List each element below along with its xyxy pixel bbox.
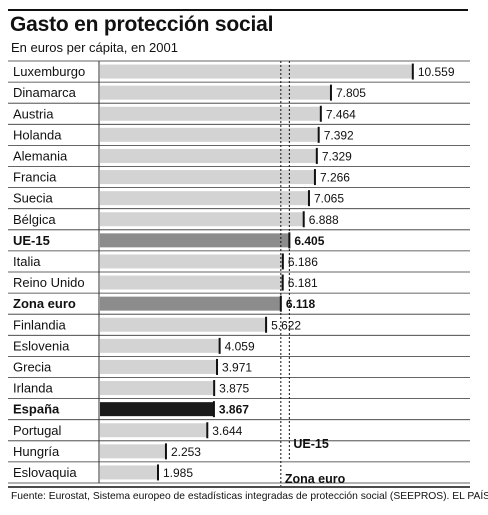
category-label: Grecia	[13, 359, 52, 374]
data-label: 1.985	[163, 466, 193, 480]
category-label: Finlandia	[13, 317, 67, 332]
data-label: 6.888	[309, 213, 339, 227]
data-label: 7.266	[320, 171, 350, 185]
bar-hungr-a	[100, 444, 166, 459]
bar-alemania	[100, 148, 317, 163]
category-label: Francia	[13, 170, 57, 185]
category-label: Zona euro	[13, 296, 76, 311]
bar-grecia	[100, 359, 218, 374]
data-label: 7.392	[324, 128, 354, 142]
bar-espa-a	[100, 402, 214, 417]
category-label: Dinamarca	[13, 85, 77, 100]
data-label: 7.464	[326, 107, 356, 121]
data-label: 10.559	[418, 65, 455, 79]
category-label: Bélgica	[13, 212, 56, 227]
category-label: Eslovenia	[13, 338, 70, 353]
data-label: 2.253	[171, 445, 201, 459]
data-label: 3.971	[222, 360, 252, 374]
bar-italia	[100, 254, 283, 269]
category-label: Suecia	[13, 191, 54, 206]
category-label: Irlanda	[13, 381, 54, 396]
chart-title: Gasto en protección social	[10, 13, 274, 36]
top-rule	[8, 9, 468, 11]
bar-eslovenia	[100, 338, 220, 353]
category-label: Reino Unido	[13, 275, 85, 290]
bar-reino-unido	[100, 275, 283, 290]
bar-portugal	[100, 423, 208, 438]
data-label: 3.867	[219, 403, 249, 417]
bar-francia	[100, 170, 315, 185]
data-label: 6.186	[288, 255, 318, 269]
category-label: Alemania	[13, 148, 68, 163]
bar-zona-euro	[100, 296, 281, 311]
chart-subtitle: En euros per cápita, en 2001	[11, 40, 178, 55]
category-label: UE-15	[13, 233, 50, 248]
category-label: Holanda	[13, 127, 62, 142]
category-label: Italia	[13, 254, 41, 269]
data-label: 6.405	[294, 234, 324, 248]
category-label: Luxemburgo	[13, 64, 85, 79]
category-label: Eslovaquia	[13, 465, 77, 480]
data-label: 4.059	[225, 339, 255, 353]
bar-finlandia	[100, 317, 267, 332]
bar-austria	[100, 106, 321, 121]
reference-label-ue15: UE-15	[293, 437, 328, 451]
bar-b-lgica	[100, 212, 304, 227]
source-note: Fuente: Eurostat, Sistema europeo de est…	[11, 491, 488, 502]
category-label: España	[13, 402, 60, 417]
data-label: 3.644	[212, 424, 242, 438]
bar-dinamarca	[100, 85, 331, 100]
bar-irlanda	[100, 381, 215, 396]
reference-label-zona-euro: Zona euro	[285, 472, 346, 486]
bar-eslovaquia	[100, 465, 158, 480]
data-label: 7.329	[322, 149, 352, 163]
category-label: Hungría	[13, 444, 60, 459]
data-label: 7.065	[314, 192, 344, 206]
data-label: 5.622	[271, 318, 301, 332]
data-label: 6.118	[286, 297, 316, 311]
data-label: 3.875	[219, 382, 249, 396]
bar-holanda	[100, 127, 319, 142]
category-label: Austria	[13, 106, 54, 121]
bar-suecia	[100, 191, 309, 206]
data-label: 6.181	[288, 276, 318, 290]
bar-ue-15	[100, 233, 290, 248]
category-label: Portugal	[13, 423, 62, 438]
bar-luxemburgo	[100, 64, 413, 79]
data-label: 7.805	[336, 86, 366, 100]
